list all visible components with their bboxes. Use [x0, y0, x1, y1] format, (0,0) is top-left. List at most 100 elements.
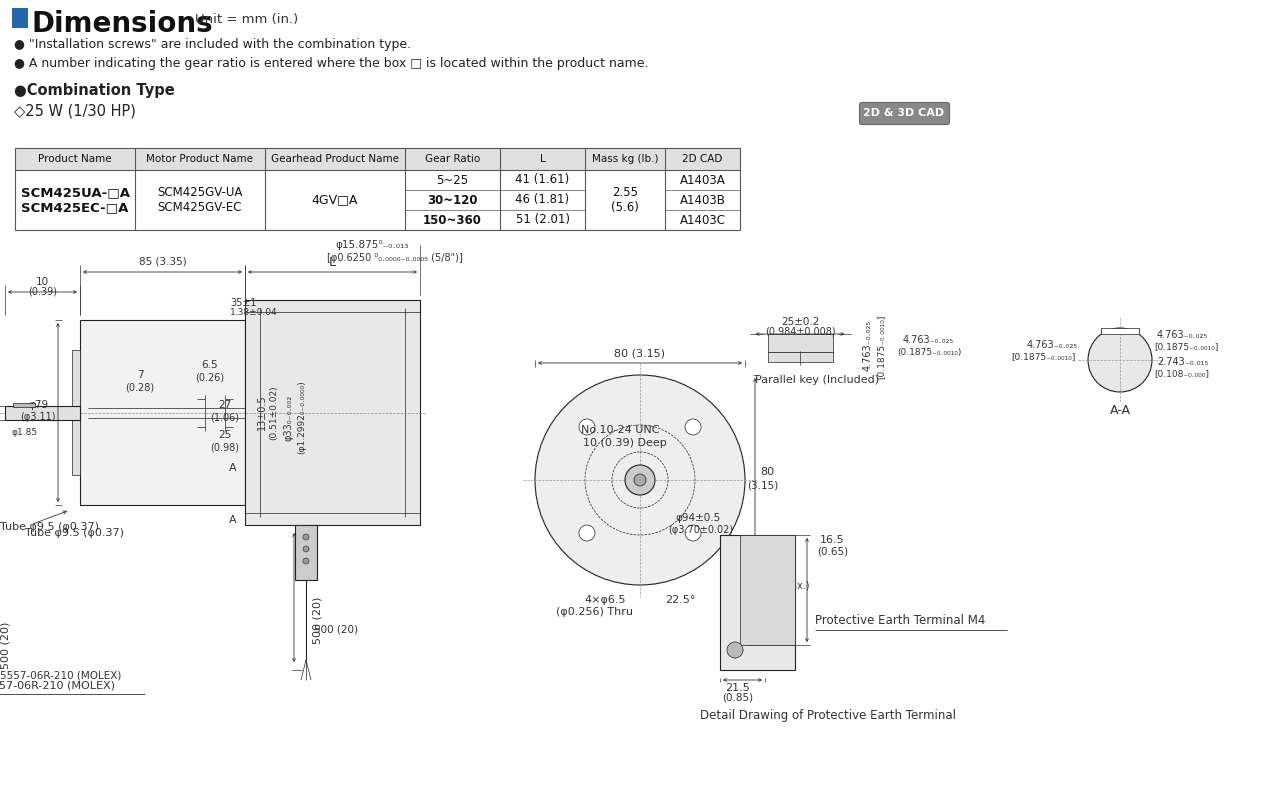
Text: 5557-06R-210 (MOLEX): 5557-06R-210 (MOLEX): [0, 680, 115, 690]
Text: 41 (1.61): 41 (1.61): [516, 174, 570, 186]
Text: A: A: [229, 515, 237, 525]
Text: Unit = mm (in.): Unit = mm (in.): [195, 13, 298, 26]
Text: 150~360: 150~360: [424, 214, 483, 226]
Text: 2.743₋₀.₀₁₅: 2.743₋₀.₀₁₅: [1157, 357, 1208, 367]
Text: (0.28): (0.28): [125, 382, 155, 392]
Text: φ15.875⁰₋₀.₀₁₃: φ15.875⁰₋₀.₀₁₃: [335, 240, 408, 250]
Bar: [294, 525, 317, 580]
Text: φ94±0.5: φ94±0.5: [675, 513, 721, 523]
Text: 30~120: 30~120: [428, 194, 477, 206]
Text: 85 (3.35): 85 (3.35): [138, 257, 187, 267]
Text: Gear Ratio: Gear Ratio: [425, 154, 480, 164]
Text: 4.763₋₀.₀₂₅: 4.763₋₀.₀₂₅: [863, 319, 873, 370]
Circle shape: [727, 642, 742, 658]
Text: 2D & 3D CAD: 2D & 3D CAD: [864, 109, 945, 118]
Text: (1.06): (1.06): [210, 412, 239, 422]
Text: A1403A: A1403A: [680, 174, 726, 186]
Text: 10: 10: [36, 277, 49, 287]
Text: ◇25 W (1/30 HP): ◇25 W (1/30 HP): [14, 104, 136, 119]
Text: [φ0.6250 ⁰₀.₀₀₀₀₋₀.₀₀₀₅ (5/8")]: [φ0.6250 ⁰₀.₀₀₀₀₋₀.₀₀₀₅ (5/8")]: [326, 253, 463, 263]
Text: (3.15): (3.15): [748, 480, 778, 490]
Text: A1403B: A1403B: [680, 194, 726, 206]
Bar: [72, 350, 79, 475]
Text: A1403C: A1403C: [680, 214, 726, 226]
Text: ●Combination Type: ●Combination Type: [14, 83, 175, 98]
Text: L: L: [329, 255, 335, 269]
Text: Tube φ9.5 (φ0.37): Tube φ9.5 (φ0.37): [26, 528, 124, 538]
Text: A-A: A-A: [1110, 403, 1130, 417]
Text: 2.55
(5.6): 2.55 (5.6): [611, 186, 639, 214]
Text: 25±0.2: 25±0.2: [781, 317, 819, 327]
Text: (0.39): (0.39): [28, 287, 58, 297]
Text: L: L: [540, 154, 545, 164]
Text: 500 (20): 500 (20): [0, 622, 10, 669]
Text: Tube φ9.5 (φ0.37): Tube φ9.5 (φ0.37): [0, 522, 99, 532]
Text: SCM425GV-UA
SCM425GV-EC: SCM425GV-UA SCM425GV-EC: [157, 186, 243, 214]
Text: (φ3.11): (φ3.11): [20, 411, 56, 422]
Text: (0.20 max.): (0.20 max.): [753, 580, 809, 590]
Text: [0.108₋₀.₀₀₀]: [0.108₋₀.₀₀₀]: [1155, 370, 1210, 378]
Text: (0.65): (0.65): [817, 547, 849, 557]
Circle shape: [303, 534, 308, 540]
Text: (0.984±0.008): (0.984±0.008): [764, 327, 836, 337]
Text: 25: 25: [219, 430, 232, 440]
Text: Product Name: Product Name: [38, 154, 111, 164]
Text: ● A number indicating the gear ratio is entered where the box □ is located withi: ● A number indicating the gear ratio is …: [14, 57, 649, 70]
Circle shape: [579, 419, 595, 435]
Text: 4.763₋₀.₀₂₅: 4.763₋₀.₀₂₅: [1157, 330, 1208, 340]
Text: 500 (20): 500 (20): [312, 596, 323, 644]
Text: Protective Earth Terminal M4: Protective Earth Terminal M4: [815, 614, 986, 626]
Text: φ1.85: φ1.85: [12, 428, 38, 437]
Text: (0.98): (0.98): [210, 442, 239, 452]
Text: Dimensions: Dimensions: [32, 10, 214, 38]
Text: Gearhead Product Name: Gearhead Product Name: [271, 154, 399, 164]
Bar: [719, 535, 795, 670]
Text: 22.5°: 22.5°: [666, 595, 695, 605]
Text: 4.763₋₀.₀₂₅: 4.763₋₀.₀₂₅: [902, 335, 954, 345]
Bar: [768, 334, 832, 352]
Circle shape: [685, 419, 701, 435]
Bar: [244, 300, 420, 525]
Text: 46 (1.81): 46 (1.81): [516, 194, 570, 206]
Text: SCM425UA-□A
SCM425EC-□A: SCM425UA-□A SCM425EC-□A: [20, 186, 129, 214]
FancyBboxPatch shape: [859, 102, 950, 125]
Bar: [13, 402, 35, 406]
Text: 4GV□A: 4GV□A: [312, 194, 358, 206]
Text: A: A: [229, 463, 237, 473]
Text: Motor Product Name: Motor Product Name: [146, 154, 253, 164]
Text: 1.38±0.04: 1.38±0.04: [230, 308, 278, 317]
Text: [0.1875₋₀.₀₀₁₀]: [0.1875₋₀.₀₀₁₀]: [1155, 342, 1219, 351]
Text: φ33₀₋₀.₀₀₂: φ33₀₋₀.₀₀₂: [283, 394, 293, 441]
Text: 27: 27: [219, 400, 232, 410]
Circle shape: [303, 558, 308, 564]
Circle shape: [625, 465, 655, 495]
Text: 5557-06R-210 (MOLEX): 5557-06R-210 (MOLEX): [0, 670, 122, 680]
Text: 2D CAD: 2D CAD: [682, 154, 723, 164]
Text: [0.1875₋₀.₀₀₁₀]: [0.1875₋₀.₀₀₁₀]: [876, 315, 884, 379]
Text: 80: 80: [760, 467, 774, 477]
Text: 500 (20): 500 (20): [314, 625, 358, 635]
Circle shape: [535, 375, 745, 585]
Circle shape: [685, 525, 701, 541]
Text: 6.5: 6.5: [202, 360, 219, 370]
Bar: [5, 406, 79, 419]
Text: (0.26): (0.26): [196, 372, 224, 382]
Text: 80 (3.15): 80 (3.15): [614, 348, 666, 358]
Circle shape: [1088, 328, 1152, 392]
Text: 21.5: 21.5: [724, 683, 750, 693]
Text: 5 max.: 5 max.: [756, 568, 792, 578]
Circle shape: [303, 546, 308, 552]
Text: 51 (2.01): 51 (2.01): [516, 214, 570, 226]
Bar: [768, 352, 832, 362]
Bar: [1101, 328, 1139, 334]
Circle shape: [634, 474, 646, 486]
Bar: [15, 148, 740, 170]
Text: (0.1875₋₀.₀₀₁₀): (0.1875₋₀.₀₀₁₀): [897, 347, 961, 357]
Text: Detail Drawing of Protective Earth Terminal: Detail Drawing of Protective Earth Termi…: [700, 709, 956, 722]
Text: ● "Installation screws" are included with the combination type.: ● "Installation screws" are included wit…: [14, 38, 411, 51]
Text: 35±1: 35±1: [230, 298, 256, 308]
Text: (φ0.256) Thru: (φ0.256) Thru: [557, 607, 634, 617]
Bar: [15, 148, 740, 230]
Text: (φ3.70±0.02): (φ3.70±0.02): [668, 525, 733, 535]
Text: Parallel key (Included): Parallel key (Included): [755, 375, 879, 385]
